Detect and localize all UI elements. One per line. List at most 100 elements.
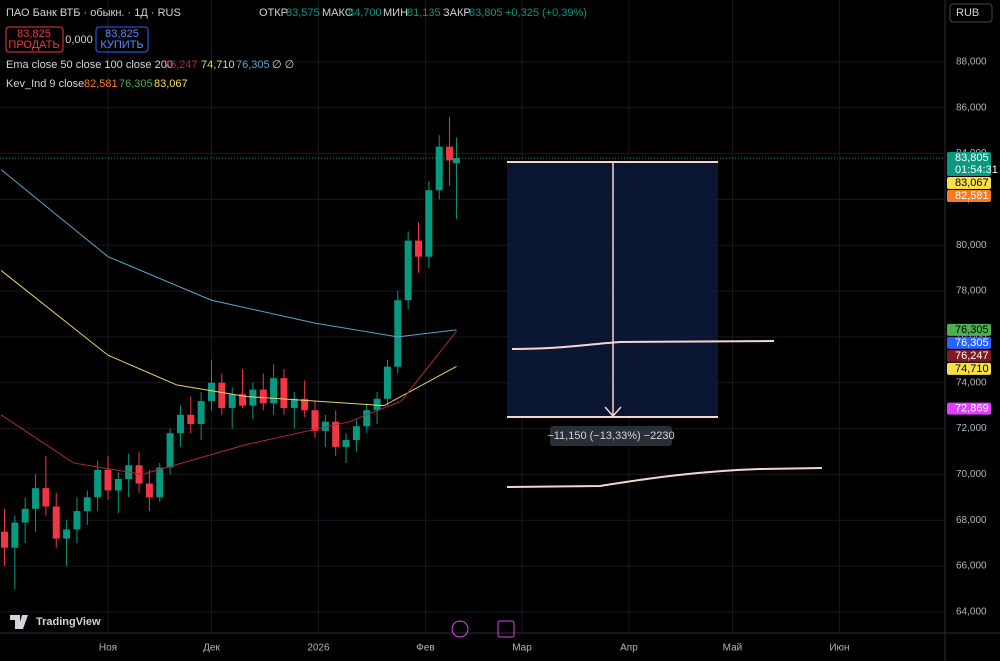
- price-tag-label: 76,305: [955, 324, 989, 336]
- price-tag: [947, 336, 991, 349]
- indicator-value: 76,247: [164, 59, 198, 71]
- candle-body: [166, 433, 174, 468]
- indicator-name: Ema close 50 close 100 close 200: [6, 59, 173, 71]
- price-tag-label: 76,305: [955, 337, 989, 349]
- candle-body: [104, 469, 112, 491]
- candle-body: [218, 382, 226, 408]
- x-tick-label: Апр: [620, 643, 638, 654]
- candle-body: [435, 146, 443, 191]
- price-tag-label: 76,247: [955, 350, 989, 362]
- candle-body: [135, 465, 143, 484]
- y-tick-label: 64,000: [956, 607, 987, 618]
- event-icon[interactable]: [451, 620, 469, 638]
- candle-body: [0, 531, 8, 548]
- y-tick-label: 66,000: [956, 561, 987, 572]
- buy-text: КУПИТЬ: [100, 39, 143, 51]
- candle-body: [197, 401, 205, 424]
- indicator-value: 82,581: [84, 78, 118, 90]
- candle-body: [11, 522, 19, 548]
- price-tag: [947, 152, 991, 177]
- candle-body: [114, 478, 122, 491]
- indicator-extra: ∅ ∅: [272, 59, 294, 71]
- change: +0,325 (+0,39%): [505, 7, 587, 19]
- y-tick-label: 86,000: [956, 102, 987, 113]
- candle-body: [311, 410, 319, 431]
- price-tag: [947, 362, 991, 375]
- candle-body: [249, 389, 257, 406]
- candle-body: [63, 529, 71, 539]
- measure-label: −11,150 (−13,33%) −2230: [547, 430, 674, 442]
- candle-body: [280, 378, 288, 408]
- candle-body: [394, 300, 402, 367]
- y-tick-label: 88,000: [956, 57, 987, 68]
- candle-body: [383, 366, 391, 399]
- candle-body: [21, 508, 29, 523]
- candle-body: [425, 190, 433, 257]
- spread: 0,000: [65, 34, 93, 46]
- currency: RUB: [956, 7, 979, 19]
- candle-body: [228, 394, 236, 408]
- candle-body: [94, 469, 102, 498]
- y-tick-label: 70,000: [956, 469, 987, 480]
- logo-mark: [10, 615, 28, 629]
- candle-body: [145, 483, 153, 498]
- indicator-name: Kev_Ind 9 close: [6, 78, 84, 90]
- candle-body: [207, 382, 215, 402]
- close: 83,805: [469, 7, 503, 19]
- candle-body: [259, 389, 267, 404]
- sell-text: ПРОДАТЬ: [8, 39, 59, 51]
- price-tag: [947, 402, 991, 415]
- candle-body: [352, 426, 360, 441]
- earnings-icon[interactable]: [497, 620, 515, 638]
- countdown: 01:54:31: [955, 164, 998, 176]
- candle-body: [176, 414, 184, 434]
- high: 84,700: [348, 7, 382, 19]
- x-tick-label: Мар: [512, 643, 532, 654]
- y-tick-label: 68,000: [956, 515, 987, 526]
- price-tag-label: 83,067: [955, 177, 989, 189]
- candle-body: [42, 488, 50, 507]
- candle-body: [270, 378, 278, 404]
- y-tick-label: 78,000: [956, 286, 987, 297]
- sell-button[interactable]: [5, 26, 64, 53]
- candle-body: [290, 398, 298, 408]
- x-tick-label: Фев: [416, 643, 434, 654]
- candle-body: [452, 158, 460, 164]
- plot: [0, 0, 945, 633]
- candle-body: [83, 497, 91, 512]
- candle-body: [415, 240, 423, 257]
- y-tick-label: 72,000: [956, 423, 987, 434]
- x-tick-label: 2026: [307, 643, 330, 654]
- price-tag-label: 83,805: [955, 152, 989, 164]
- candle-body: [404, 240, 412, 301]
- price-tag-label: 72,869: [955, 403, 989, 415]
- x-tick-label: Май: [723, 643, 743, 654]
- indicator-value: 74,710: [201, 59, 235, 71]
- candle-body: [446, 146, 454, 161]
- candle-body: [373, 398, 381, 411]
- indicator-value: 76,305: [236, 59, 270, 71]
- y-tick-label: 80,000: [956, 240, 987, 251]
- candle-body: [187, 414, 195, 424]
- arrow-head: [604, 406, 622, 418]
- open-label: ОТКР: [259, 7, 288, 19]
- indicator-line: [0, 270, 457, 407]
- x-tick-label: Дек: [203, 643, 220, 654]
- candle-body: [32, 488, 40, 509]
- candle-body: [321, 421, 329, 431]
- candle-body: [156, 467, 164, 498]
- open: 83,575: [286, 7, 320, 19]
- sell-price: 83,825: [17, 28, 51, 40]
- buy-button[interactable]: [95, 26, 149, 53]
- indicator-value: 76,305: [119, 78, 153, 90]
- measure-label-bg: [550, 426, 672, 446]
- projection-line: [511, 340, 775, 350]
- branding: TradingView: [36, 616, 101, 628]
- indicator-value: 83,067: [154, 78, 188, 90]
- indicator-line: [0, 330, 457, 475]
- price-tag-label: 82,581: [955, 190, 989, 202]
- currency-button[interactable]: [949, 3, 993, 23]
- price-tag: [947, 190, 991, 203]
- high-label: МАКС: [322, 7, 353, 19]
